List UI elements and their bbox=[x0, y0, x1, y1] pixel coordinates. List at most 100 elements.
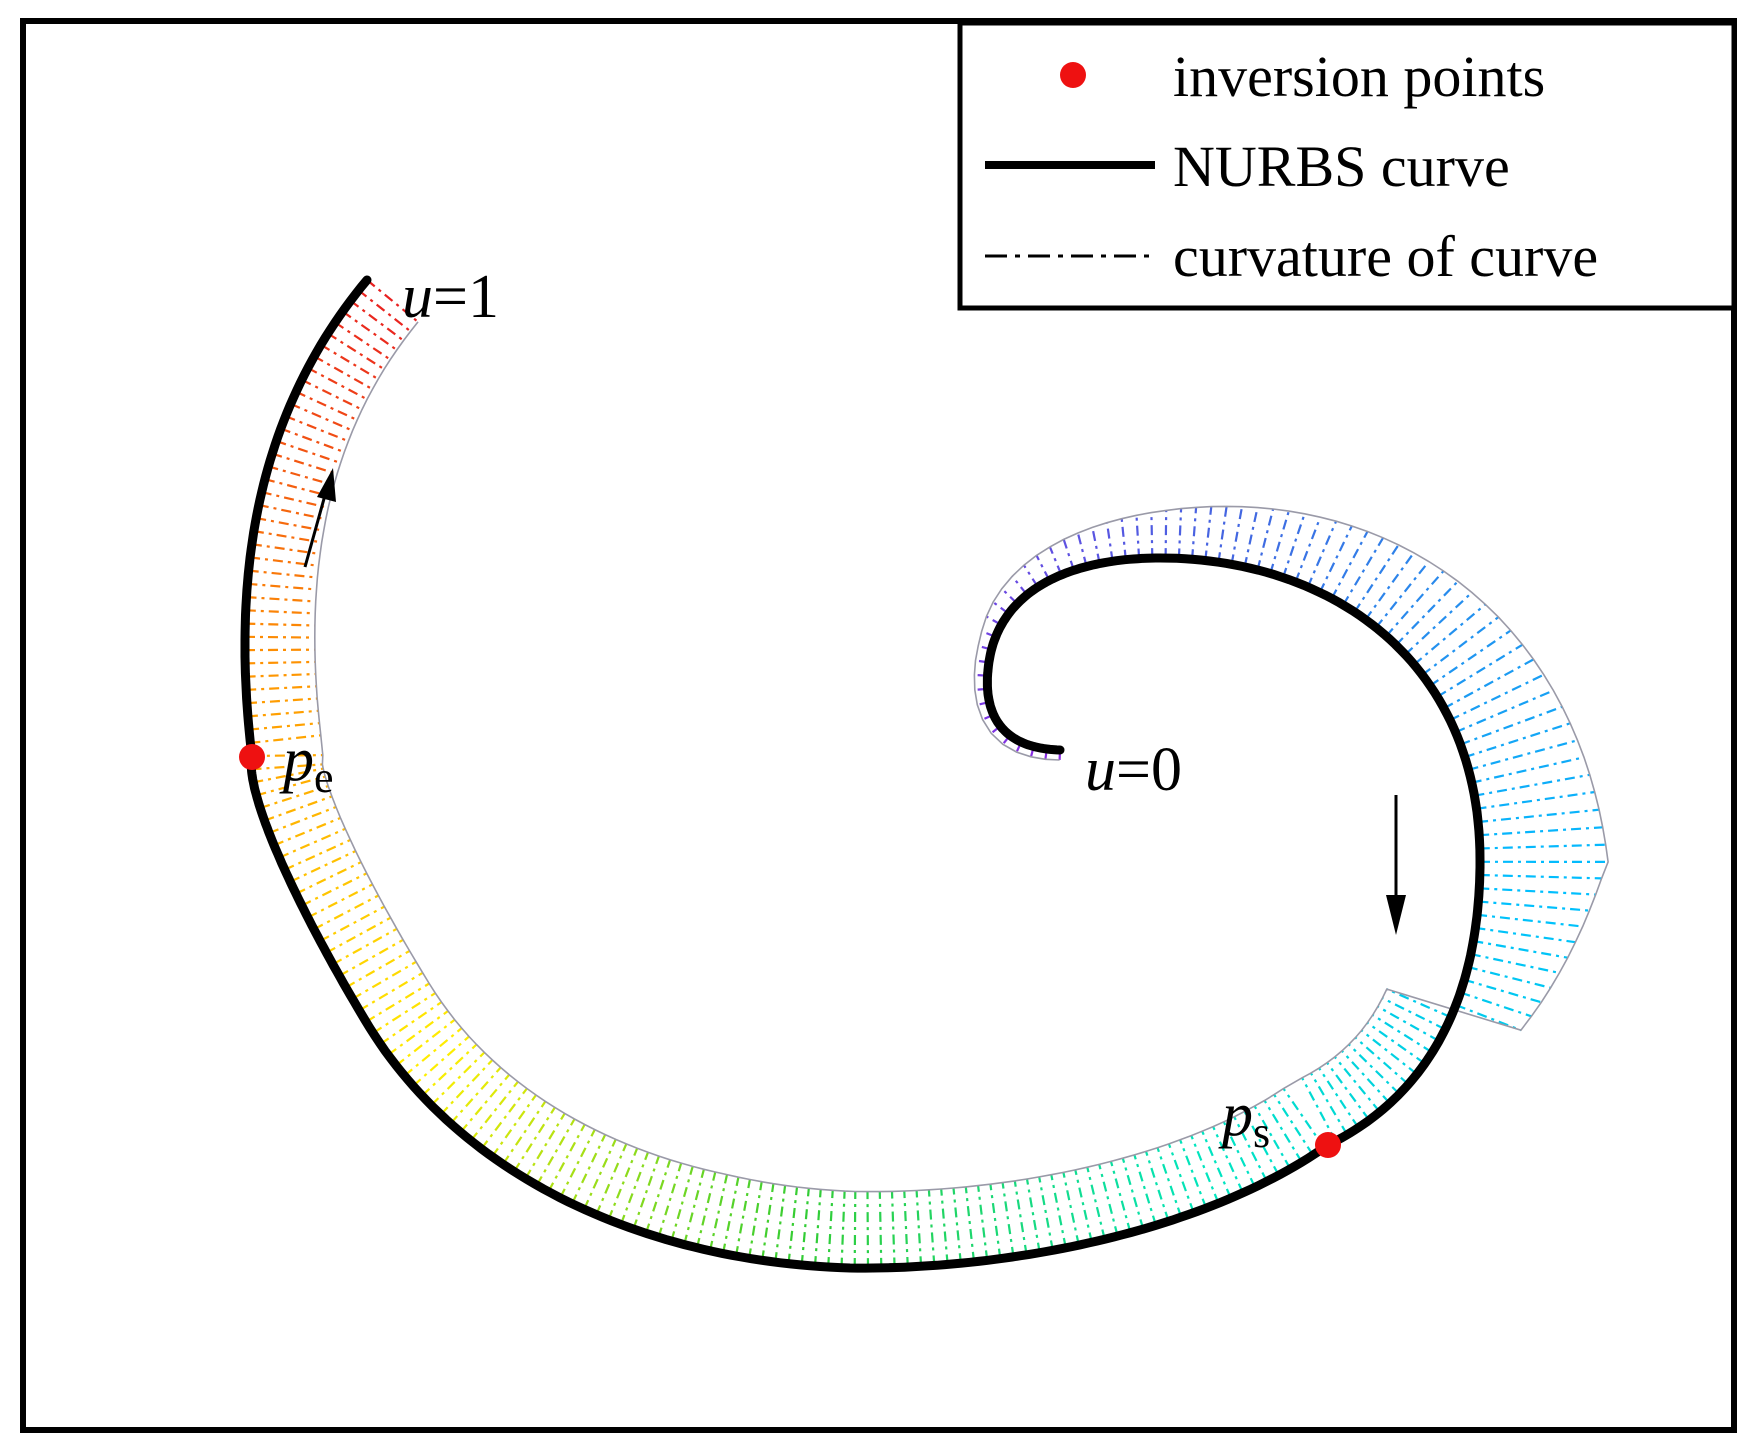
comb-line bbox=[1091, 527, 1101, 564]
curvature-comb-envelope bbox=[313, 321, 1609, 1193]
comb-line bbox=[1013, 1180, 1028, 1255]
comb-line bbox=[261, 491, 329, 509]
comb-line bbox=[1421, 616, 1500, 676]
comb-line bbox=[1348, 1043, 1401, 1095]
comb-line bbox=[1074, 1169, 1093, 1243]
comb-line bbox=[1256, 508, 1275, 571]
comb-line bbox=[952, 1187, 962, 1264]
comb-line bbox=[379, 1001, 443, 1046]
comb-line bbox=[1230, 506, 1244, 565]
comb-line bbox=[1468, 739, 1578, 771]
legend-label-curvature-of-curve: curvature of curve bbox=[1173, 224, 1598, 289]
comb-line bbox=[535, 1118, 576, 1186]
comb-line bbox=[1133, 1154, 1157, 1226]
comb-line bbox=[787, 1186, 799, 1264]
comb-line bbox=[320, 343, 379, 381]
comb-line bbox=[334, 321, 391, 361]
comb-line bbox=[245, 622, 315, 627]
comb-line bbox=[366, 279, 419, 323]
legend-label-nurbs-curve: NURBS curve bbox=[1173, 134, 1510, 199]
comb-line bbox=[349, 299, 405, 342]
comb-line bbox=[1306, 520, 1338, 588]
comb-line bbox=[1177, 508, 1183, 559]
comb-line bbox=[1449, 673, 1545, 722]
comb-line bbox=[1385, 570, 1445, 637]
nurbs-curve bbox=[240, 275, 1485, 1273]
comb-line bbox=[313, 894, 379, 931]
comb-line bbox=[387, 1010, 449, 1056]
comb-line bbox=[247, 582, 317, 591]
comb-line bbox=[1474, 773, 1590, 797]
comb-line bbox=[351, 960, 417, 1000]
comb-line bbox=[319, 905, 385, 942]
comb-line bbox=[1342, 537, 1385, 606]
comb-line bbox=[480, 1087, 528, 1150]
comb-line bbox=[1204, 506, 1213, 561]
comb-line bbox=[365, 982, 430, 1023]
comb-line bbox=[1467, 965, 1551, 989]
comb-line bbox=[290, 402, 354, 432]
comb-line bbox=[1464, 722, 1571, 759]
comb-line bbox=[421, 1043, 478, 1097]
comb-line bbox=[840, 1191, 846, 1268]
comb-line bbox=[1062, 1172, 1080, 1246]
comb-line bbox=[301, 378, 363, 411]
comb-line bbox=[258, 503, 327, 521]
comb-line bbox=[748, 1181, 763, 1259]
comb-line bbox=[1479, 887, 1596, 896]
comb-line bbox=[547, 1123, 586, 1193]
comb-line bbox=[245, 672, 316, 678]
comb-line bbox=[301, 872, 368, 907]
comb-line bbox=[246, 596, 316, 603]
comb-line bbox=[827, 1190, 834, 1268]
comb-line bbox=[357, 289, 412, 333]
comb-line bbox=[1048, 546, 1063, 576]
comb-line bbox=[940, 1188, 949, 1265]
comb-line bbox=[268, 805, 337, 835]
comb-line bbox=[1098, 1164, 1119, 1237]
comb-line bbox=[246, 697, 318, 705]
comb-line bbox=[1035, 554, 1051, 581]
comb-line bbox=[1330, 530, 1369, 600]
comb-line bbox=[927, 1189, 936, 1266]
label-u-start: u=0 bbox=[1085, 736, 1182, 804]
comb-line bbox=[607, 1147, 639, 1221]
comb-line bbox=[1386, 988, 1452, 1019]
comb-line bbox=[1156, 1147, 1183, 1218]
comb-line bbox=[1473, 939, 1568, 959]
comb-line bbox=[1460, 991, 1532, 1018]
comb-line bbox=[1001, 1182, 1015, 1257]
legend-label-inversion-points: inversion points bbox=[1173, 44, 1545, 109]
comb-line bbox=[395, 1018, 456, 1067]
comb-line bbox=[1025, 1178, 1041, 1253]
inversion-point-ps bbox=[1315, 1132, 1341, 1158]
comb-line bbox=[338, 938, 404, 977]
comb-line bbox=[1460, 705, 1563, 746]
comb-line bbox=[695, 1171, 717, 1248]
comb-line bbox=[513, 1106, 556, 1173]
legend: inversion points NURBS curve curvature o… bbox=[957, 20, 1737, 311]
comb-line bbox=[1050, 1174, 1067, 1249]
comb-line bbox=[1479, 873, 1602, 880]
comb-line bbox=[1413, 603, 1487, 666]
legend-dot-icon bbox=[1060, 62, 1086, 88]
comb-line bbox=[307, 367, 368, 401]
comb-line bbox=[284, 838, 351, 871]
comb-line bbox=[774, 1185, 787, 1263]
comb-line bbox=[295, 390, 358, 421]
comb-line bbox=[278, 827, 346, 859]
comb-line bbox=[246, 685, 317, 691]
comb-line bbox=[1190, 1135, 1220, 1204]
comb-line bbox=[449, 1066, 502, 1125]
comb-line bbox=[372, 992, 436, 1034]
comb-line bbox=[632, 1155, 660, 1230]
comb-line bbox=[403, 1027, 463, 1077]
comb-line bbox=[1164, 510, 1168, 559]
comb-line bbox=[358, 971, 424, 1012]
comb-line bbox=[800, 1188, 810, 1266]
comb-line bbox=[1375, 560, 1430, 629]
comb-line bbox=[1144, 1151, 1170, 1222]
comb-line bbox=[761, 1183, 775, 1261]
comb-line bbox=[853, 1191, 857, 1269]
